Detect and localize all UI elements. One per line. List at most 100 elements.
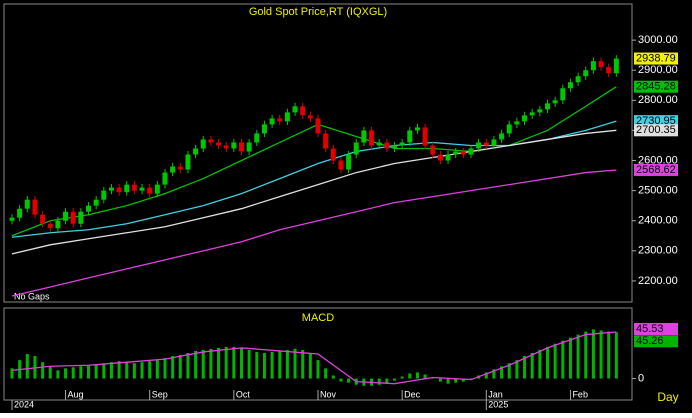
y-tick-label: 2200.00 bbox=[638, 275, 678, 287]
y-tick-label: 2800.00 bbox=[638, 94, 678, 106]
candle-body bbox=[376, 142, 382, 146]
candle-body bbox=[437, 154, 443, 161]
macd-bar bbox=[377, 378, 381, 385]
candle-body bbox=[346, 154, 352, 170]
candle-body bbox=[353, 142, 359, 155]
last-price-tag-box bbox=[634, 52, 678, 65]
macd-bar bbox=[278, 350, 282, 379]
macd-bar bbox=[546, 346, 549, 379]
macd-bar bbox=[270, 351, 274, 379]
macd-bar bbox=[538, 349, 542, 379]
ma-tag-box bbox=[634, 80, 678, 93]
candle-body bbox=[567, 82, 573, 89]
macd-bar bbox=[515, 360, 519, 379]
ma-tag: 2845.28 bbox=[636, 81, 676, 93]
candle-body bbox=[254, 133, 260, 143]
candle-body bbox=[78, 211, 84, 224]
candle-body bbox=[177, 166, 183, 170]
candle-body bbox=[575, 76, 581, 83]
candle-body bbox=[552, 100, 558, 104]
candle-body bbox=[269, 118, 275, 125]
candle-body bbox=[491, 139, 497, 146]
macd-bar bbox=[247, 349, 251, 379]
candle-body bbox=[55, 220, 61, 229]
candle-body bbox=[239, 142, 244, 152]
macd-bar bbox=[423, 374, 427, 379]
candle-body bbox=[139, 187, 145, 191]
macd-bar bbox=[316, 360, 320, 379]
macd-bar bbox=[262, 352, 266, 379]
x-tick-label: Dec bbox=[404, 389, 421, 399]
macd-bar bbox=[232, 346, 236, 379]
candle-body bbox=[323, 133, 329, 149]
macd-bar bbox=[568, 337, 572, 379]
y-tick-label: 2900.00 bbox=[638, 64, 678, 76]
candle-body bbox=[392, 145, 397, 149]
candle-body bbox=[108, 187, 114, 191]
candle-body bbox=[124, 184, 130, 193]
x-tick-label: Oct bbox=[236, 389, 251, 399]
macd-bar bbox=[339, 378, 343, 382]
macd-bar bbox=[125, 362, 129, 379]
macd-bar bbox=[492, 369, 496, 379]
candle-body bbox=[499, 133, 505, 140]
candle-body bbox=[407, 130, 413, 143]
ma-tag-box bbox=[634, 124, 678, 137]
macd-bar bbox=[102, 363, 106, 379]
macd-bar bbox=[224, 346, 228, 379]
candle-body bbox=[284, 112, 290, 122]
candle-body bbox=[422, 127, 428, 146]
candle-body bbox=[445, 154, 451, 161]
x-tick-label: Aug bbox=[68, 389, 84, 399]
macd-bar bbox=[132, 363, 136, 379]
price-panel bbox=[3, 3, 633, 303]
candle-body bbox=[200, 139, 206, 149]
macd-bar bbox=[553, 343, 557, 379]
candle-body bbox=[216, 142, 222, 146]
candle-body bbox=[246, 142, 252, 152]
candle-body bbox=[147, 187, 153, 194]
signal-tag-box bbox=[634, 322, 678, 335]
macd-bar bbox=[331, 375, 335, 379]
histogram-tag: 45.26 bbox=[636, 335, 664, 347]
macd-title: MACD bbox=[302, 312, 334, 324]
macd-bar bbox=[201, 349, 205, 379]
candle-body bbox=[583, 70, 589, 77]
macd-bar bbox=[400, 376, 404, 379]
chart-title: Gold Spot Price,RT (IQXGL) bbox=[249, 6, 387, 18]
macd-bar bbox=[285, 349, 289, 379]
candle-body bbox=[300, 106, 306, 116]
moving-average bbox=[11, 129, 617, 255]
candle-body bbox=[361, 130, 367, 143]
ma-tag: 2700.35 bbox=[636, 124, 676, 136]
macd-bar bbox=[194, 350, 198, 379]
y-tick-label: 2300.00 bbox=[638, 245, 678, 257]
ma-tag-box bbox=[634, 115, 678, 128]
macd-bar bbox=[324, 368, 328, 379]
macd-bar bbox=[576, 334, 580, 379]
macd-bar bbox=[507, 363, 511, 379]
candle-body bbox=[453, 151, 459, 155]
candle-body bbox=[277, 118, 283, 122]
candle-body bbox=[193, 148, 199, 155]
macd-bar bbox=[591, 329, 595, 379]
macd-bar bbox=[41, 362, 45, 379]
macd-bar bbox=[109, 362, 113, 379]
candle-body bbox=[529, 112, 535, 116]
candle-body bbox=[24, 199, 30, 209]
candle-body bbox=[399, 142, 405, 146]
candle-body bbox=[162, 172, 168, 185]
macd-bar bbox=[469, 378, 473, 380]
year-label: 2024 bbox=[14, 399, 34, 409]
macd-bar bbox=[148, 361, 152, 379]
macd-bar bbox=[240, 347, 243, 379]
candle-body bbox=[522, 115, 528, 122]
candle-body bbox=[460, 151, 466, 155]
macd-bar bbox=[94, 364, 98, 379]
macd-bar bbox=[599, 330, 603, 379]
macd-bar bbox=[614, 332, 618, 379]
macd-bar bbox=[438, 378, 442, 382]
macd-bar bbox=[71, 367, 75, 379]
